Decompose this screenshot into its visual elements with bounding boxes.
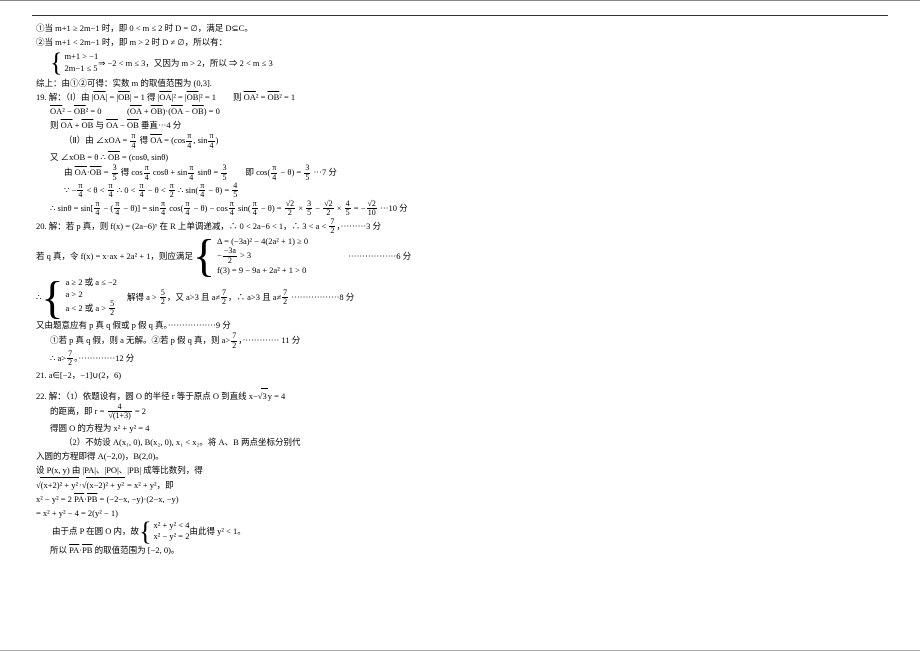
r6: 由于点 P 在圆 O 内，故 { x² + y² < 4 x² − y² = 2… — [36, 520, 447, 543]
r2: 设 P(x, y) 由 |PA|、|PO|、|PB| 成等比数列，得 — [36, 463, 447, 477]
q20-6: ·················6 分 — [308, 249, 411, 263]
document-page: ①当 m+1 ≥ 2m−1 时，即 0 < m ≤ 2 时 D = ∅，满足 D… — [0, 0, 920, 651]
q19-l1: 19. 解：（Ⅰ）由 |OA| = |OB| = 1 得 |OA|² = |OB… — [36, 90, 447, 104]
q19-l4: （Ⅱ）由 ∠xOA = π4 得 OA = (cosπ4, sinπ4) — [36, 132, 447, 150]
q20-l5: ①若 p 真 q 假，则 a 无解。②若 p 假 q 真，则 a>72，····… — [36, 332, 447, 350]
r7: 所以 PA·PB 的取值范围为 [−2, 0)。 — [36, 543, 447, 557]
sys3-a: a ≥ 2 或 a ≤ −2 — [66, 277, 117, 288]
q21: 21. a∈[−2，−1]∪(2，6) — [36, 368, 447, 382]
top-rule — [32, 15, 888, 16]
q22-l3: 得圆 O 的方程为 x² + y² = 4 — [36, 421, 447, 435]
sys2-b: −−3a2 > 3 — [217, 247, 308, 265]
sys1-result: ⇒ −2 < m ≤ 3，又因为 m > 2，所以 ⇒ 2 < m ≤ 3 — [98, 57, 272, 69]
para-1: ①当 m+1 ≥ 2m−1 时，即 0 < m ≤ 2 时 D = ∅，满足 D… — [36, 21, 447, 35]
q22-l1: 22. 解：（1）依题设有，圆 O 的半径 r 等于原点 O 到直线 x−√3y… — [36, 388, 447, 403]
q22-l2: 的距离，即 r = 4√(1+3) = 2 — [36, 403, 447, 421]
sys4-a: x² + y² < 4 — [154, 520, 190, 531]
q19-l5: 又 ∠xOB = θ ∴ OB = (cosθ, sinθ) — [36, 150, 447, 164]
r1: 入圆的方程即得 A(−2,0)，B(2,0)。 — [36, 449, 447, 463]
system-1: { m+1 > −1 2m−1 ≤ 5 ⇒ −2 < m ≤ 3，又因为 m >… — [50, 51, 447, 74]
brace-icon: { — [50, 51, 62, 74]
q20-l4: 又由题意应有 p 真 q 假或 p 假 q 真。················… — [36, 318, 447, 332]
para-2: ②当 m+1 < 2m−1 时，即 m > 2 时 D ≠ ∅，所以有： — [36, 35, 447, 49]
q19-l3: 则 OA + OB 与 OA − OB 垂直···4 分 — [36, 118, 447, 132]
q19-l7: ∵ −π4 < θ < π4 ∴ 0 < π4 − θ < π2 ∴ sin(π… — [36, 182, 447, 200]
r4: x² − y² = 2 PA·PB = (−2−x, −y)·(2−x, −y) — [36, 492, 447, 506]
sys1-row1: m+1 > −1 — [64, 51, 98, 62]
q19-l6: 由 OA·OB = 35 得 cosπ4 cosθ + sinπ4 sinθ =… — [36, 164, 447, 182]
q20-l1: 20. 解：若 p 真，则 f(x) = (2a−6)ˣ 在 R 上单调递减，∴… — [36, 218, 447, 236]
r3: √(x+2)² + y²·√(x−2)² + y² = x² + y²，即 — [36, 477, 447, 492]
sys3-c: a < 2 或 a > 52 — [66, 300, 117, 318]
q22-l4: （2）不妨设 A(x₁, 0), B(x₂, 0), x₁ < x₂。将 A、B… — [36, 435, 447, 449]
brace-icon: { — [41, 277, 63, 318]
r5: = x² + y² − 4 = 2(y² − 1) — [36, 506, 447, 520]
q20-l6: ∴ a>72。·············12 分 — [36, 350, 447, 368]
para-3: 综上：由①②可得：实数 m 的取值范围为 (0,3]. — [36, 76, 447, 90]
sys4-b: x² − y² = 2 — [154, 531, 190, 542]
q20-l3: ∴ { a ≥ 2 或 a ≤ −2 a > 2 a < 2 或 a > 52 … — [36, 277, 447, 318]
sys2-c: f(3) = 9 − 9a + 2a² + 1 > 0 — [217, 265, 308, 276]
q19-l2: OA² − OB² = 0 (OA + OB)·(OA − OB) = 0 — [36, 104, 447, 118]
sys1-row2: 2m−1 ≤ 5 — [64, 63, 98, 74]
content-columns: ①当 m+1 ≥ 2m−1 时，即 0 < m ≤ 2 时 D = ∅，满足 D… — [36, 21, 884, 636]
q20-l2: 若 q 真，令 f(x) = x·ax + 2a² + 1，则应满足 { Δ =… — [36, 235, 447, 276]
brace-icon: { — [193, 235, 215, 276]
q19-l8: ∴ sinθ = sin[π4 − (π4 − θ)] = sinπ4 cos(… — [36, 200, 447, 218]
brace-icon: { — [139, 520, 151, 543]
